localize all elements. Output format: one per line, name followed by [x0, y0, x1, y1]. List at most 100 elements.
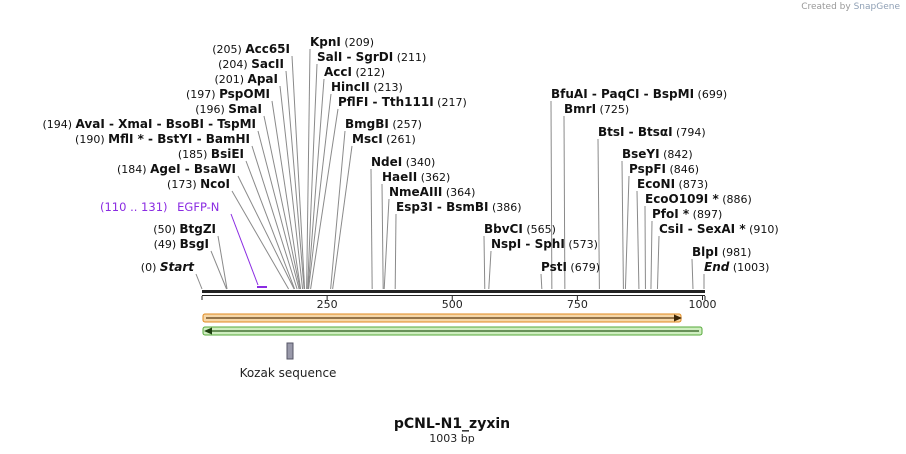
egfp-range: (110 .. 131)	[100, 200, 168, 214]
site-label[interactable]: End (1003)	[704, 260, 769, 274]
enzyme-site-line	[370, 168, 373, 290]
site-label[interactable]: NdeI (340)	[371, 155, 435, 169]
enzyme-name: PspFI	[629, 162, 666, 176]
axis-ticks: 250 500 750 1000	[317, 296, 716, 311]
enzyme-site-line	[563, 115, 566, 290]
site-label[interactable]: (204) SacII	[218, 57, 284, 71]
kozak-label: Kozak sequence	[240, 366, 337, 380]
site-label[interactable]: EcoO109I * (886)	[645, 192, 752, 206]
site-label[interactable]: Esp3I - BsmBI (386)	[396, 200, 522, 214]
enzyme-site-line	[279, 85, 304, 290]
site-label[interactable]: BfuAI - PaqCI - BspMI (699)	[551, 87, 727, 101]
egfp-feature[interactable]: (110 .. 131) EGFP-N	[100, 200, 267, 288]
axis-tick-label: 250	[317, 298, 338, 311]
backbone-bar-lower	[202, 295, 705, 296]
enzyme-name: End	[704, 260, 730, 274]
site-position: (679)	[567, 261, 600, 274]
site-position: (873)	[675, 178, 708, 191]
enzyme-name: BbvCI	[484, 222, 523, 236]
enzyme-site-line	[245, 160, 296, 290]
site-position: (340)	[402, 156, 435, 169]
enzyme-site-line	[231, 190, 290, 290]
site-label[interactable]: (184) AgeI - BsaWI	[117, 162, 236, 176]
site-label[interactable]: (0) Start	[141, 260, 195, 274]
enzyme-name: Esp3I - BsmBI	[396, 200, 488, 214]
enzyme-name: EcoO109I *	[645, 192, 719, 206]
enzyme-site-line	[483, 235, 486, 290]
egfp-mark	[257, 286, 267, 288]
site-label[interactable]: (190) MflI * - BstYI - BamHI	[75, 132, 250, 146]
site-label[interactable]: MscI (261)	[352, 132, 416, 146]
site-label[interactable]: (194) AvaI - XmaI - BsoBI - TspMI	[42, 117, 256, 131]
site-position: (185)	[178, 148, 211, 161]
egfp-leader-line	[230, 213, 259, 286]
enzyme-name: BmgBI	[345, 117, 389, 131]
green-feature-arrow[interactable]	[202, 326, 703, 336]
site-label[interactable]: PflFI - Tth111I (217)	[338, 95, 467, 109]
site-label[interactable]: (173) NcoI	[167, 177, 230, 191]
site-label[interactable]: BbvCI (565)	[484, 222, 556, 236]
enzyme-name: EcoNI	[637, 177, 675, 191]
enzyme-site-line	[291, 55, 306, 290]
site-label[interactable]: CsiI - SexAI * (910)	[659, 222, 779, 236]
axis-tick-label: 500	[442, 298, 463, 311]
site-position: (257)	[389, 118, 422, 131]
enzyme-site-line	[237, 175, 295, 290]
site-label[interactable]: (196) SmaI	[195, 102, 262, 116]
enzyme-name: BfuAI - PaqCI - BspMI	[551, 87, 694, 101]
enzyme-site-line	[621, 160, 624, 290]
site-position: (194)	[42, 118, 75, 131]
site-label[interactable]: HincII (213)	[331, 80, 403, 94]
site-label[interactable]: PstI (679)	[541, 260, 600, 274]
enzyme-name: PfoI *	[652, 207, 690, 221]
site-labels: (0) Start(49) BsgI(50) BtgZI(173) NcoI(1…	[42, 35, 778, 274]
enzyme-name: HincII	[331, 80, 370, 94]
site-label[interactable]: NspI - SphI (573)	[491, 237, 598, 251]
site-label[interactable]: (197) PspOMI	[186, 87, 270, 101]
site-position: (205)	[212, 43, 245, 56]
enzyme-name: BseYI	[622, 147, 660, 161]
enzyme-site-line	[636, 190, 640, 290]
enzyme-site-line	[394, 213, 397, 290]
enzyme-name: AccI	[324, 65, 352, 79]
enzyme-name: NdeI	[371, 155, 402, 169]
green-arrow-head	[204, 327, 212, 335]
site-label[interactable]: PfoI * (897)	[652, 207, 722, 221]
site-label[interactable]: EcoNI (873)	[637, 177, 708, 191]
site-label[interactable]: HaeII (362)	[382, 170, 450, 184]
site-position: (0)	[141, 261, 160, 274]
site-position: (173)	[167, 178, 200, 191]
snapgene-credit: Created by SnapGene	[801, 2, 900, 12]
site-label[interactable]: BseYI (842)	[622, 147, 693, 161]
snapgene-logo: SnapGene	[853, 2, 900, 12]
site-position: (886)	[719, 193, 752, 206]
site-position: (204)	[218, 58, 251, 71]
kozak-feature[interactable]: Kozak sequence	[240, 342, 337, 380]
site-label[interactable]: BmgBI (257)	[345, 117, 422, 131]
site-label[interactable]: (185) BsiEI	[178, 147, 244, 161]
site-position: (184)	[117, 163, 150, 176]
site-label[interactable]: NmeAIII (364)	[389, 185, 475, 199]
site-label[interactable]: (49) BsgI	[154, 237, 209, 251]
enzyme-name: SmaI	[228, 102, 262, 116]
site-label[interactable]: AccI (212)	[324, 65, 385, 79]
site-label[interactable]: BtsI - BtsαI (794)	[598, 125, 706, 139]
site-label[interactable]: (205) Acc65I	[212, 42, 290, 56]
site-label[interactable]: BmrI (725)	[564, 102, 629, 116]
site-label[interactable]: KpnI (209)	[310, 35, 374, 49]
site-position: (217)	[434, 96, 467, 109]
site-label[interactable]: PspFI (846)	[629, 162, 699, 176]
site-position: (1003)	[729, 261, 769, 274]
site-label[interactable]: (50) BtgZI	[153, 222, 216, 236]
enzyme-site-line	[597, 138, 600, 290]
site-label[interactable]: (201) ApaI	[214, 72, 278, 86]
site-label[interactable]: SalI - SgrDI (211)	[317, 50, 426, 64]
enzyme-site-line	[307, 78, 325, 290]
orange-feature-arrow[interactable]	[202, 313, 682, 323]
enzyme-name: SacII	[251, 57, 284, 71]
enzyme-name: AvaI - XmaI - BsoBI - TspMI	[76, 117, 256, 131]
enzyme-site-line	[310, 108, 339, 290]
enzyme-site-line	[210, 250, 227, 290]
site-label[interactable]: BlpI (981)	[692, 245, 751, 259]
